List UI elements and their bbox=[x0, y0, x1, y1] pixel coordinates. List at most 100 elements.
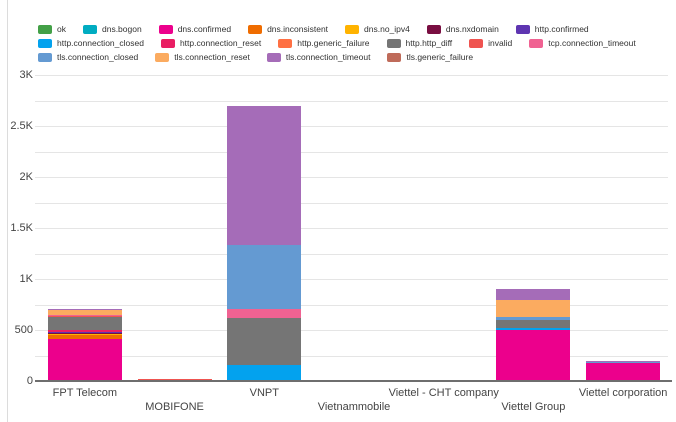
legend-swatch-icon bbox=[266, 52, 281, 62]
bar-segment-dns.confirmed[interactable] bbox=[47, 338, 122, 381]
legend-swatch-icon bbox=[248, 24, 263, 34]
x-category-label-Viettel - CHT company: Viettel - CHT company bbox=[388, 387, 499, 399]
legend-item-dns.inconsistent: dns.inconsistent bbox=[248, 24, 328, 34]
legend-item-http.http_diff: http.http_diff bbox=[386, 38, 453, 48]
bar-MOBIFONE[interactable] bbox=[137, 75, 212, 381]
legend-swatch-icon bbox=[387, 52, 402, 62]
bar-Viettel Group[interactable] bbox=[496, 75, 571, 381]
legend-item-http.connection_reset: http.connection_reset bbox=[160, 38, 262, 48]
legend-label: dns.nxdomain bbox=[445, 24, 499, 34]
bar-segment-http.connection_closed[interactable] bbox=[496, 328, 571, 330]
legend-label: http.confirmed bbox=[534, 24, 589, 34]
bar-VNPT[interactable] bbox=[227, 75, 302, 381]
gridline-2750 bbox=[35, 100, 668, 102]
bar-segment-tls.connection_closed[interactable] bbox=[586, 361, 661, 364]
legend-label: http.http_diff bbox=[405, 38, 453, 48]
y-tick-label-500: 500 bbox=[14, 324, 33, 336]
bar-segment-tls.connection_closed[interactable] bbox=[496, 316, 571, 321]
gridline-500 bbox=[35, 330, 668, 331]
bar-segment-tcp.connection_timeout[interactable] bbox=[227, 309, 302, 318]
legend-item-invalid: invalid bbox=[469, 38, 512, 48]
bar-segment-http.connection_closed[interactable] bbox=[227, 364, 302, 381]
legend-swatch-icon bbox=[345, 24, 360, 34]
bar-segment-http.http_diff[interactable] bbox=[496, 320, 571, 329]
legend-label: tls.generic_failure bbox=[406, 52, 474, 62]
chart-legend: ok dns.bogon dns.confirmed dns.inconsistent… bbox=[38, 23, 636, 63]
legend-item-dns.no_ipv4: dns.no_ipv4 bbox=[345, 24, 410, 34]
y-tick-label-1K: 1K bbox=[19, 273, 33, 285]
bar-segment-dns.confirmed[interactable] bbox=[496, 330, 571, 381]
legend-label: tls.connection_timeout bbox=[285, 52, 371, 62]
legend-item-ok: ok bbox=[38, 24, 66, 34]
gridline-1000 bbox=[35, 279, 668, 280]
gridline-3000 bbox=[35, 75, 668, 76]
x-category-label-VNPT: VNPT bbox=[249, 387, 279, 399]
bar-Vietnammobile[interactable] bbox=[317, 75, 391, 381]
gridline-250 bbox=[35, 355, 668, 357]
legend-swatch-icon bbox=[469, 38, 484, 48]
legend-label: tcp.connection_timeout bbox=[548, 38, 636, 48]
bar-segment-dns.confirmed[interactable] bbox=[586, 363, 661, 381]
bar-segment-invalid[interactable] bbox=[137, 379, 212, 381]
legend-swatch-icon bbox=[529, 38, 544, 48]
legend-swatch-icon bbox=[38, 38, 52, 48]
legend-swatch-icon bbox=[38, 24, 52, 34]
bar-segment-http.connection_reset[interactable] bbox=[47, 329, 122, 333]
gridline-750 bbox=[35, 304, 668, 306]
bar-segment-http.http_diff[interactable] bbox=[227, 317, 302, 365]
legend-row-1: ok dns.bogon dns.confirmed dns.inconsistent… bbox=[38, 23, 636, 35]
panel-border-left bbox=[7, 0, 8, 422]
legend-swatch-icon bbox=[158, 24, 173, 34]
legend-item-tls.generic_failure: tls.generic_failure bbox=[387, 52, 473, 62]
gridline-1750 bbox=[35, 202, 668, 204]
legend-label: tls.connection_closed bbox=[57, 52, 139, 62]
bar-segment-tls.connection_timeout[interactable] bbox=[227, 105, 302, 245]
legend-item-tcp.connection_timeout: tcp.connection_timeout bbox=[529, 38, 636, 48]
bar-FPT Telecom[interactable] bbox=[47, 75, 122, 381]
legend-label: http.connection_closed bbox=[57, 38, 144, 48]
bar-segment-http.http_diff[interactable] bbox=[47, 316, 122, 330]
x-category-label-FPT Telecom: FPT Telecom bbox=[52, 387, 118, 399]
gridline-1250 bbox=[35, 253, 668, 255]
bar-segment-dns.nxdomain[interactable] bbox=[47, 332, 122, 335]
legend-swatch-icon bbox=[38, 52, 52, 62]
y-tick-label-0: 0 bbox=[26, 375, 33, 387]
bar-segment-tls.connection_closed[interactable] bbox=[227, 244, 302, 310]
legend-swatch-icon bbox=[82, 24, 97, 34]
x-category-label-MOBIFONE: MOBIFONE bbox=[145, 401, 204, 413]
legend-swatch-icon bbox=[515, 24, 530, 34]
legend-item-tls.connection_reset: tls.connection_reset bbox=[155, 52, 250, 62]
bar-segment-http.confirmed[interactable] bbox=[47, 331, 122, 333]
plot-area bbox=[35, 75, 668, 381]
x-category-label-Viettel Group: Viettel Group bbox=[501, 401, 566, 413]
bar-segment-dns.no_ipv4[interactable] bbox=[47, 333, 122, 335]
legend-item-dns.nxdomain: dns.nxdomain bbox=[426, 24, 499, 34]
gridline-1500 bbox=[35, 228, 668, 229]
legend-label: http.connection_reset bbox=[179, 38, 262, 48]
bar-Viettel corporation[interactable] bbox=[586, 75, 661, 381]
legend-label: tls.connection_reset bbox=[174, 52, 250, 62]
legend-item-http.generic_failure: http.generic_failure bbox=[278, 38, 370, 48]
y-tick-label-2.5K: 2.5K bbox=[10, 120, 33, 132]
bar-segment-dns.inconsistent[interactable] bbox=[47, 334, 122, 339]
x-category-label-Viettel corporation: Viettel corporation bbox=[578, 387, 668, 399]
legend-label: http.generic_failure bbox=[297, 38, 370, 48]
legend-item-tls.connection_timeout: tls.connection_timeout bbox=[266, 52, 371, 62]
legend-label: dns.inconsistent bbox=[267, 24, 329, 34]
bar-Viettel - CHT company[interactable] bbox=[406, 75, 481, 381]
x-category-label-Vietnammobile: Vietnammobile bbox=[317, 401, 391, 413]
bar-segment-tls.connection_timeout[interactable] bbox=[47, 308, 122, 311]
legend-row-3: tls.connection_closed tls.connection_rese… bbox=[38, 51, 636, 63]
bar-segment-tcp.connection_timeout[interactable] bbox=[47, 314, 122, 316]
bar-segment-tls.connection_timeout[interactable] bbox=[586, 360, 661, 362]
bar-segment-tls.connection_timeout[interactable] bbox=[496, 289, 571, 301]
legend-item-dns.bogon: dns.bogon bbox=[82, 24, 142, 34]
legend-swatch-icon bbox=[426, 24, 441, 34]
bar-segment-tls.connection_reset[interactable] bbox=[47, 310, 122, 316]
legend-swatch-icon bbox=[278, 38, 293, 48]
bar-segment-tls.connection_reset[interactable] bbox=[496, 300, 571, 317]
bar-segment-invalid[interactable] bbox=[47, 315, 122, 317]
legend-swatch-icon bbox=[160, 38, 175, 48]
legend-row-2: http.connection_closed http.connection_re… bbox=[38, 37, 636, 49]
legend-item-http.confirmed: http.confirmed bbox=[515, 24, 589, 34]
